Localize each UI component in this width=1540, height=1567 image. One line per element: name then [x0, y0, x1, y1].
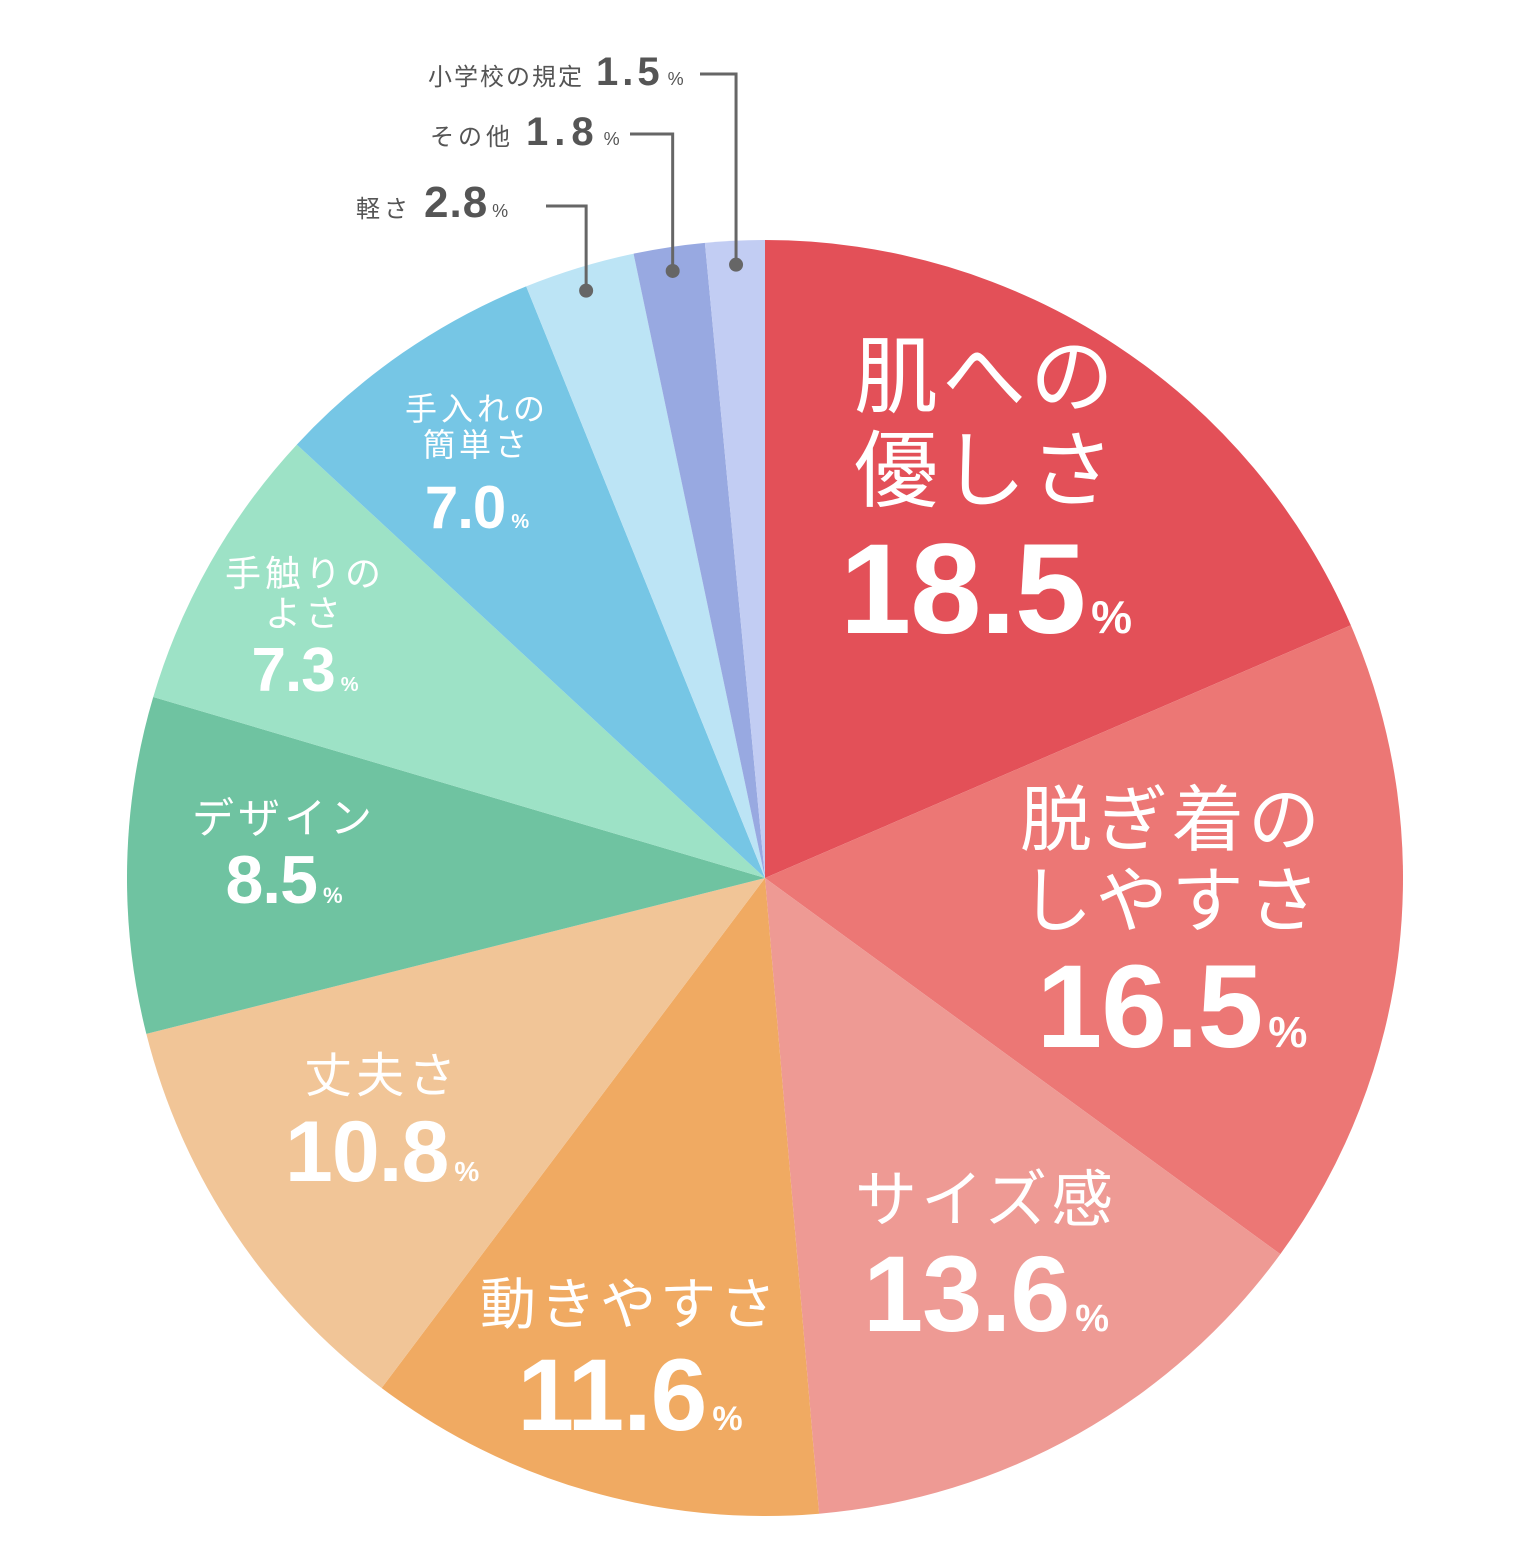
leader-dot-icon — [665, 263, 680, 278]
slice-percent-sign: % — [712, 1399, 743, 1438]
callout-name: 軽さ — [356, 195, 412, 223]
callout-name: 小学校の規定 — [428, 63, 584, 91]
pie-slice — [704, 240, 765, 878]
callout-percent-sign: % — [603, 129, 620, 149]
leader-dot-icon — [579, 283, 594, 298]
callout-name: その他 — [430, 123, 514, 151]
slice-value: 7.0 — [424, 473, 506, 541]
pie-slice — [126, 696, 765, 1034]
slice-value: 8.5 — [225, 842, 318, 919]
slice-name: 手入れの — [405, 390, 550, 428]
slice-value: 13.6 — [863, 1233, 1070, 1355]
callout-school-rule: 小学校の規定 1.5 % — [428, 50, 684, 95]
slice-name: 肌への — [854, 328, 1119, 426]
slice-name: デザイン — [192, 794, 377, 843]
callout-value: 2.8 — [424, 178, 489, 227]
slice-label-skin-friendly: 肌への 優しさ 18.5% — [840, 330, 1132, 662]
slice-percent-sign: % — [322, 883, 343, 909]
callout-value: 1.5 — [596, 50, 664, 94]
slice-value: 11.6 — [517, 1337, 707, 1452]
slice-label-texture: 手触りの よさ 7.3% — [225, 554, 386, 705]
leader-dot-icon — [729, 257, 744, 272]
leader-line — [546, 204, 588, 291]
slice-value: 18.5 — [840, 518, 1086, 662]
pie-slice — [765, 878, 1281, 1514]
callout-percent-sign: % — [492, 201, 509, 221]
slice-label-durability: 丈夫さ 10.8% — [285, 1048, 480, 1200]
slice-label-easy-care: 手入れの 簡単さ 7.0% — [405, 390, 550, 541]
callout-other: その他 1.8 % — [430, 110, 620, 155]
pie-slice — [765, 240, 1351, 878]
slice-value: 7.3 — [251, 635, 336, 705]
slice-percent-sign: % — [1091, 591, 1133, 644]
slice-percent-sign: % — [340, 673, 359, 696]
slice-percent-sign: % — [511, 510, 530, 533]
callout-lightness: 軽さ 2.8 % — [356, 178, 508, 228]
pie-slice — [526, 253, 765, 879]
pie-slice — [146, 878, 766, 1388]
callout-percent-sign: % — [667, 69, 684, 89]
slice-value: 10.8 — [285, 1103, 449, 1200]
pie-slice — [633, 242, 765, 878]
pie-slice — [296, 286, 765, 878]
slice-label-ease-of-movement: 動きやすさ 11.6% — [480, 1273, 780, 1452]
slice-name: よさ — [265, 594, 346, 636]
slice-name: サイズ感 — [855, 1163, 1118, 1236]
slice-name: 動きやすさ — [480, 1273, 780, 1338]
slice-name: 簡単さ — [423, 425, 532, 464]
slice-name: 丈夫さ — [304, 1048, 461, 1104]
slice-name: 優しさ — [854, 422, 1119, 521]
slice-name: 手触りの — [225, 554, 386, 595]
slice-percent-sign: % — [454, 1155, 480, 1187]
slice-label-size-fit: サイズ感 13.6% — [855, 1165, 1117, 1355]
slice-percent-sign: % — [1075, 1298, 1110, 1341]
pie-slice — [381, 878, 820, 1516]
slice-label-easy-dressing: 脱ぎ着の しやすさ 16.5% — [1020, 780, 1324, 1073]
pie-slice — [153, 444, 765, 878]
leader-line — [630, 132, 675, 271]
callout-value: 1.8 — [526, 110, 600, 154]
leader-line — [700, 72, 738, 265]
slice-label-design: デザイン 8.5% — [192, 795, 376, 918]
slice-percent-sign: % — [1268, 1008, 1308, 1058]
slice-name: しやすさ — [1020, 858, 1324, 943]
slice-value: 16.5 — [1036, 941, 1264, 1074]
slice-name: 脱ぎ着の — [1020, 778, 1325, 862]
pie-slice — [765, 625, 1403, 1255]
